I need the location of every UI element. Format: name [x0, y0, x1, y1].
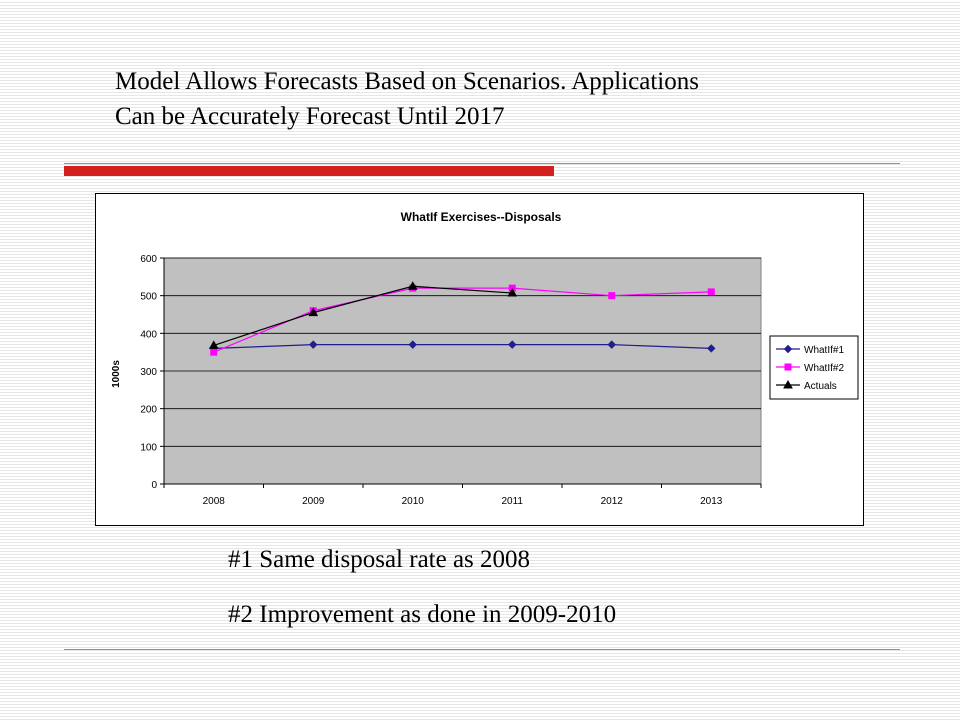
y-tick-label: 600 — [140, 254, 157, 265]
y-tick-label: 500 — [140, 292, 157, 303]
data-point-series-1 — [408, 340, 417, 349]
x-tick-label: 2013 — [700, 496, 723, 507]
x-tick-label: 2011 — [501, 496, 523, 507]
y-tick-label: 400 — [140, 329, 157, 340]
series-line-3 — [213, 285, 513, 346]
legend-label: Actuals — [804, 381, 837, 392]
slide-title: Model Allows Forecasts Based on Scenario… — [115, 64, 915, 134]
scenario-note-2: #2 Improvement as done in 2009-2010 — [228, 601, 617, 628]
y-tick-label: 200 — [140, 405, 157, 416]
y-tick-label: 0 — [151, 480, 157, 491]
x-tick-label: 2012 — [601, 496, 624, 507]
data-point-series-1 — [309, 340, 318, 349]
data-point-series-2 — [210, 348, 218, 356]
chart-title: WhatIf Exercises--Disposals — [401, 210, 562, 224]
slide-title-line-2: Can be Accurately Forecast Until 2017 — [115, 103, 505, 130]
x-tick-label: 2008 — [203, 496, 226, 507]
data-point-series-1 — [508, 340, 517, 349]
footer-divider-line — [64, 649, 900, 650]
data-point-series-1 — [707, 344, 716, 353]
x-tick-label: 2010 — [402, 496, 425, 507]
data-point-series-2 — [608, 292, 616, 300]
line-chart: WhatIf Exercises--Disposals 1000s 0 100 20… — [111, 210, 859, 507]
header-divider-line — [64, 163, 900, 164]
legend-marker — [783, 379, 793, 389]
y-axis-label: 1000s — [111, 360, 122, 388]
y-tick-label: 300 — [140, 367, 157, 378]
x-tick-label: 2009 — [302, 496, 325, 507]
data-point-series-1 — [607, 340, 616, 349]
data-point-series-3 — [507, 288, 518, 297]
series-line-1 — [213, 344, 712, 349]
data-point-series-3 — [308, 307, 319, 317]
legend-label: WhatIf#2 — [804, 363, 844, 374]
chart-frame: WhatIf Exercises--Disposals 1000s 0 100 20… — [95, 193, 864, 526]
legend-marker — [784, 363, 792, 371]
data-point-series-2 — [707, 288, 715, 296]
y-tick-label: 100 — [140, 442, 157, 453]
chart-legend: WhatIf#1 WhatIf#2 Actuals — [769, 335, 859, 400]
scenario-note-1: #1 Same disposal rate as 2008 — [228, 546, 531, 573]
data-point-series-3 — [407, 281, 418, 290]
slide-title-line-1: Model Allows Forecasts Based on Scenario… — [115, 68, 699, 95]
data-point-series-3 — [208, 340, 219, 349]
header-accent-bar — [64, 166, 554, 176]
legend-marker — [783, 344, 793, 354]
legend-label: WhatIf#1 — [804, 345, 844, 356]
